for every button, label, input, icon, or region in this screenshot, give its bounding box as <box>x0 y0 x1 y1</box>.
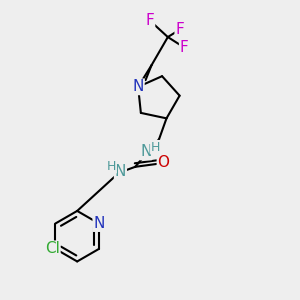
Text: F: F <box>146 13 154 28</box>
Text: H: H <box>151 141 160 154</box>
Text: F: F <box>175 22 184 37</box>
Text: N: N <box>93 216 105 231</box>
Text: N: N <box>140 144 152 159</box>
Text: H: H <box>107 160 116 173</box>
Text: F: F <box>180 40 189 55</box>
Text: N: N <box>132 79 144 94</box>
Text: O: O <box>158 155 169 170</box>
Text: Cl: Cl <box>45 241 60 256</box>
Text: N: N <box>115 164 126 179</box>
